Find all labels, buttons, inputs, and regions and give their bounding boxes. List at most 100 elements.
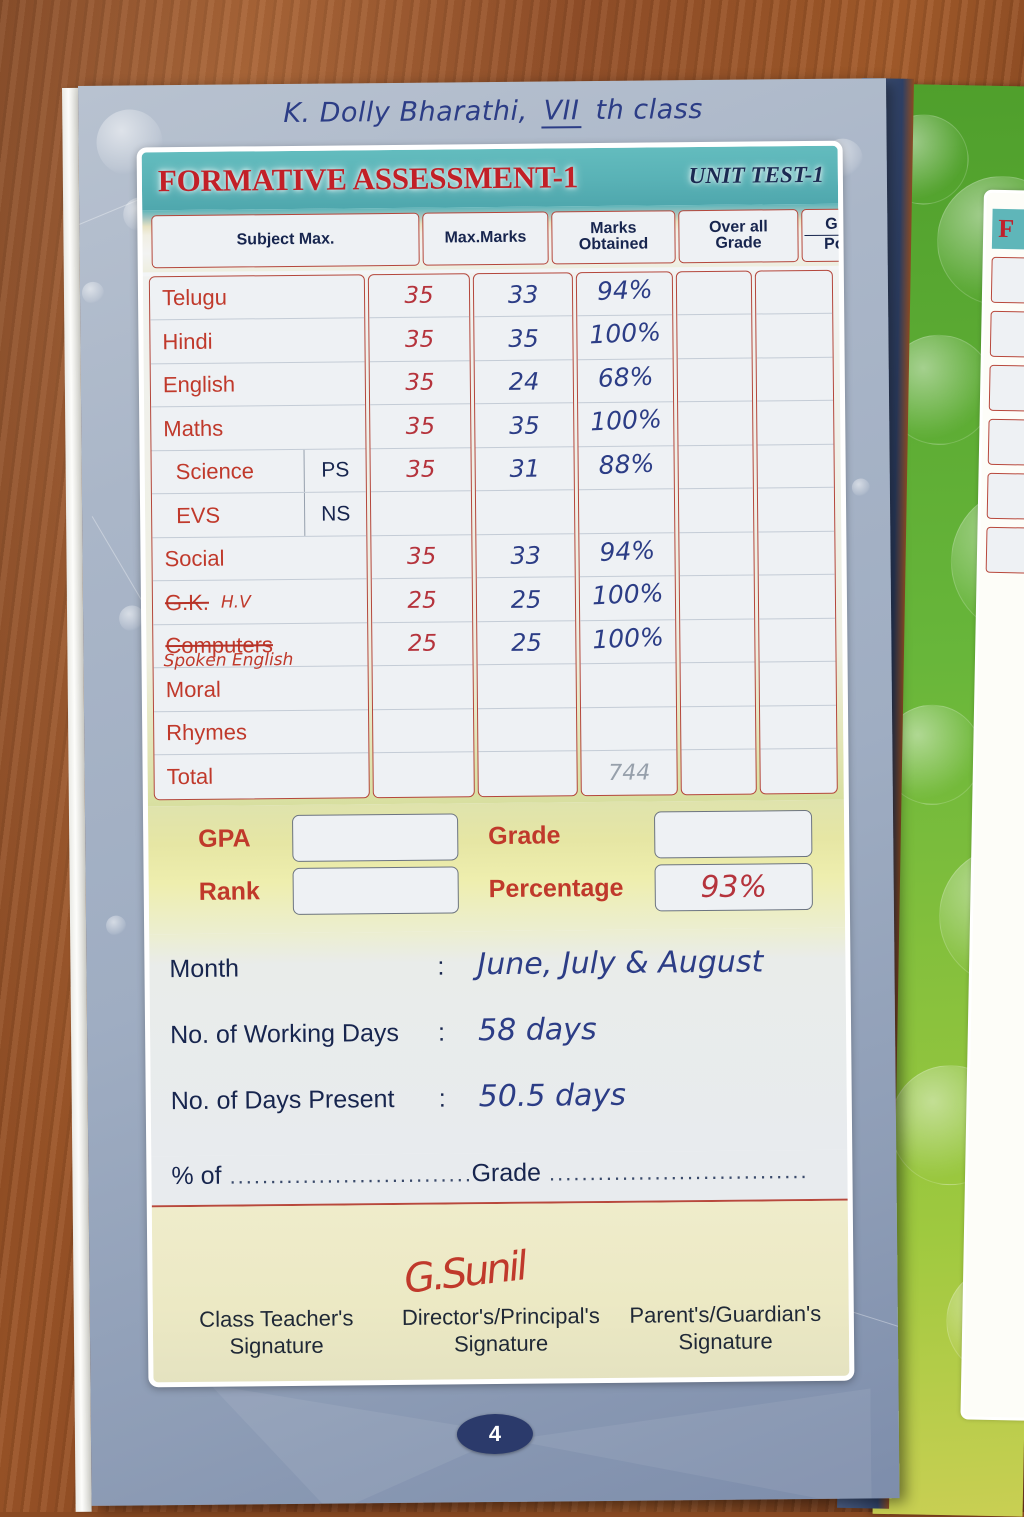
grade-value-box[interactable]: [653, 809, 813, 859]
cell-max-marks-value: 35: [405, 369, 435, 397]
cell-marks-obtained[interactable]: 33: [473, 273, 573, 318]
cell-marks-obtained[interactable]: 31: [475, 447, 575, 492]
parent-line1: Parent's/Guardian's: [629, 1300, 822, 1328]
cell-max-marks[interactable]: 35: [371, 535, 472, 580]
column-subject: Telugu Hindi English Maths Science PS EVS NS Soc…: [148, 274, 371, 801]
rank-value-box[interactable]: [292, 866, 459, 915]
cell-max-marks[interactable]: 35: [369, 361, 471, 406]
cell-marks-obtained[interactable]: [478, 752, 577, 796]
table-row: Computers Spoken English: [153, 623, 368, 671]
parent-line2: Signature: [678, 1328, 773, 1355]
cell-max-marks[interactable]: 35: [370, 448, 471, 493]
table-row: EVS NS: [151, 492, 367, 539]
percent-dots[interactable]: ...................................: [229, 1161, 472, 1189]
cell-marks-obtained[interactable]: 35: [474, 316, 573, 362]
cell-overall-grade[interactable]: 100%: [579, 576, 676, 622]
cell-remarks[interactable]: [757, 401, 834, 446]
cell-overall-grade[interactable]: 88%: [578, 446, 675, 491]
parent-signature-label: Parent's/Guardian's Signature: [618, 1300, 834, 1357]
table-row: English: [150, 362, 366, 408]
cell-max-marks[interactable]: 25: [372, 622, 473, 667]
cell-remarks[interactable]: [759, 575, 836, 620]
cell-overall-grade[interactable]: 744: [582, 751, 677, 795]
cell-marks-obtained[interactable]: 33: [476, 534, 575, 579]
cell-grade-points[interactable]: [679, 575, 755, 621]
cell-grade-points[interactable]: [680, 662, 756, 708]
cell-remarks[interactable]: [759, 662, 836, 707]
cell-overall-grade-value: 94%: [596, 274, 654, 306]
cell-max-marks[interactable]: 25: [371, 578, 473, 624]
cell-grade-points[interactable]: [677, 314, 752, 360]
unit-test-label: UNIT TEST-1: [688, 161, 825, 189]
cell-max-marks[interactable]: 35: [369, 274, 470, 319]
cell-grade-points[interactable]: [677, 271, 752, 316]
cell-grade-points[interactable]: [678, 401, 753, 447]
cell-overall-grade[interactable]: 94%: [579, 533, 675, 578]
cell-marks-obtained[interactable]: 25: [477, 621, 576, 666]
facing-page-title: F: [991, 208, 1024, 252]
grade-label: Grade: [488, 821, 561, 851]
cell-marks-obtained[interactable]: [478, 708, 577, 753]
cell-remarks[interactable]: [756, 314, 833, 359]
cell-grade-points[interactable]: [679, 488, 754, 534]
working-days-value[interactable]: 58 days: [477, 1011, 597, 1049]
cell-marks-obtained[interactable]: 25: [476, 577, 576, 623]
cell-marks-obtained[interactable]: [477, 664, 577, 710]
cell-remarks[interactable]: [757, 444, 834, 489]
percentage-value-box[interactable]: 93%: [654, 862, 813, 912]
cell-overall-grade[interactable]: 100%: [580, 620, 676, 665]
cell-remarks[interactable]: [756, 357, 834, 402]
cell-remarks[interactable]: [756, 270, 833, 315]
marks-table-header: Subject Max. Max.Marks Marks Obtained Ov…: [148, 207, 855, 269]
cell-max-marks[interactable]: 35: [370, 404, 471, 450]
column-header-marks-obtained: Marks Obtained: [551, 210, 676, 265]
cell-max-marks[interactable]: [374, 753, 474, 797]
cell-overall-grade[interactable]: [580, 663, 677, 709]
cell-remarks[interactable]: [759, 618, 836, 663]
cell-grade-points[interactable]: [682, 750, 756, 794]
cell-marks-obtained[interactable]: 35: [475, 403, 574, 449]
cell-max-marks[interactable]: [373, 709, 474, 754]
card-header-band: FORMATIVE ASSESSMENT-1 UNIT TEST-1: [141, 145, 839, 211]
cell-max-marks[interactable]: [372, 665, 474, 711]
subject-name: Moral: [165, 676, 221, 702]
table-row: G.K. H.V: [152, 579, 368, 626]
percent-of-label: % of: [171, 1161, 222, 1191]
grade-dots[interactable]: ........................................: [548, 1157, 810, 1186]
cell-overall-grade[interactable]: [579, 489, 675, 535]
cell-max-marks[interactable]: [371, 491, 472, 537]
cell-grade-points[interactable]: [680, 619, 755, 664]
gpa-grade-row: GPA Grade: [166, 809, 826, 863]
cell-overall-grade[interactable]: 100%: [578, 402, 674, 448]
marks-table-body: Telugu Hindi English Maths Science PS EVS NS Soc…: [142, 269, 844, 807]
subject-handwritten-annotation: H.V: [220, 592, 251, 613]
percentage-label: Percentage: [488, 873, 624, 903]
cell-remarks[interactable]: [760, 705, 837, 750]
cell-overall-grade[interactable]: 68%: [577, 359, 674, 404]
subject-name: Science: [175, 458, 255, 485]
cell-grade-points[interactable]: [678, 445, 754, 490]
cell-marks-obtained[interactable]: [475, 490, 575, 536]
marks-table-zone: Subject Max. Max.Marks Marks Obtained Ov…: [142, 203, 855, 273]
cell-overall-grade[interactable]: [581, 707, 677, 752]
handwritten-student-name-line: K. Dolly Bharathi, VII th class: [283, 93, 843, 131]
cell-overall-grade-value: 68%: [597, 361, 654, 393]
month-value[interactable]: June, July & August: [477, 944, 764, 983]
cell-grade-points[interactable]: [679, 532, 755, 577]
cell-marks-obtained-value: 33: [510, 541, 542, 571]
cell-marks-obtained-value: 35: [508, 324, 539, 353]
cell-remarks[interactable]: [761, 749, 837, 793]
gpa-value-box[interactable]: [292, 813, 459, 862]
cell-overall-grade[interactable]: 100%: [577, 315, 673, 361]
cell-marks-obtained[interactable]: 24: [474, 360, 574, 405]
student-name-text: K. Dolly Bharathi,: [283, 95, 528, 130]
cell-remarks[interactable]: [758, 488, 835, 533]
cell-remarks[interactable]: [758, 531, 835, 576]
cell-grade-points[interactable]: [681, 706, 756, 751]
days-present-value[interactable]: 50.5 days: [478, 1077, 627, 1115]
cell-max-marks-value: 35: [404, 282, 434, 310]
cell-overall-grade[interactable]: 94%: [577, 272, 673, 317]
cell-grade-points[interactable]: [677, 358, 753, 403]
cell-max-marks[interactable]: 35: [369, 317, 470, 363]
summary-band: GPA Grade Rank Percentage 93%: [147, 799, 846, 935]
